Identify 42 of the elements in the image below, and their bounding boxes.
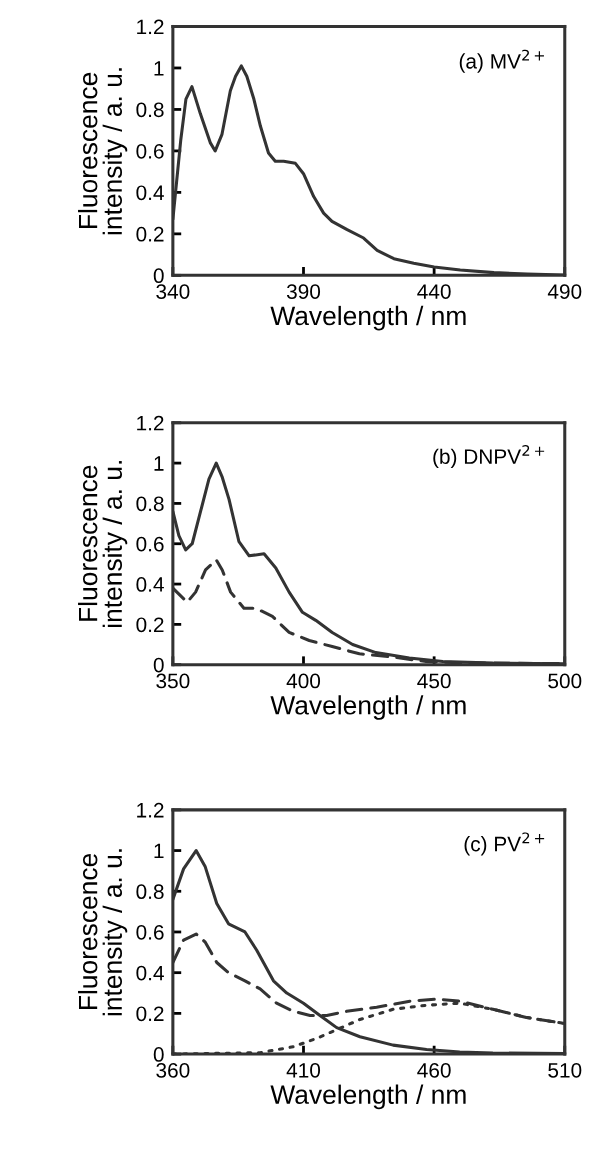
x-tick-label: 360 [156, 1062, 190, 1078]
y-tick-label: 0.2 [136, 1006, 164, 1022]
y-axis-title: Fluorescence intensity / a. u. [78, 849, 128, 1016]
x-axis-title: Wavelength / nm [270, 695, 466, 720]
y-tick-label: 0.6 [136, 536, 164, 552]
y-tick-label: 0.2 [136, 617, 164, 633]
y-tick-label: 0.8 [136, 496, 164, 512]
y-tick-label: 0.6 [136, 143, 164, 159]
x-tick-label: 340 [156, 284, 190, 299]
y-tick-label: 0 [153, 657, 164, 673]
x-tick-label: 410 [286, 1062, 321, 1078]
y-tick-label: 1 [154, 456, 164, 471]
y-tick-label: 0.2 [136, 226, 164, 242]
y-tick-label: 0.8 [136, 102, 164, 118]
y-tick-label: 1.2 [137, 415, 164, 431]
y-tick-label: 0.6 [136, 924, 164, 940]
y-axis-title: Fluorescence intensity / a. u. [78, 68, 128, 235]
y-tick-label: 0 [153, 268, 164, 284]
y-tick-label: 0.4 [136, 577, 164, 592]
y-tick-label: 0.4 [136, 185, 164, 201]
y-tick-label: 1 [154, 843, 164, 859]
y-tick-label: 1.2 [137, 19, 164, 35]
y-axis-title: Fluorescence intensity / a. u. [78, 461, 128, 628]
y-tick-label: 1.2 [137, 802, 164, 818]
x-tick-label: 440 [417, 284, 451, 299]
annotation: (b) DNPV$^{2+}$ [433, 444, 545, 469]
y-tick-label: 0.4 [136, 965, 164, 981]
x-tick-label: 450 [417, 673, 451, 689]
x-axis-title: Wavelength / nm [270, 305, 466, 331]
y-tick-label: 0.8 [136, 884, 164, 900]
x-tick-label: 390 [286, 284, 321, 299]
y-tick-label: 0 [153, 1047, 164, 1062]
x-tick-label: 400 [286, 673, 321, 689]
x-tick-label: 510 [548, 1062, 582, 1078]
x-tick-label: 500 [548, 673, 582, 689]
x-tick-label: 460 [417, 1062, 451, 1078]
annotation: (c) PV$^{2+}$ [464, 832, 545, 856]
annotation: (a) MV$^{2+}$ [459, 49, 544, 73]
x-axis-title: Wavelength / nm [270, 1084, 466, 1110]
x-tick-label: 350 [156, 673, 190, 689]
y-tick-label: 1 [154, 61, 164, 76]
x-tick-label: 490 [547, 284, 582, 299]
